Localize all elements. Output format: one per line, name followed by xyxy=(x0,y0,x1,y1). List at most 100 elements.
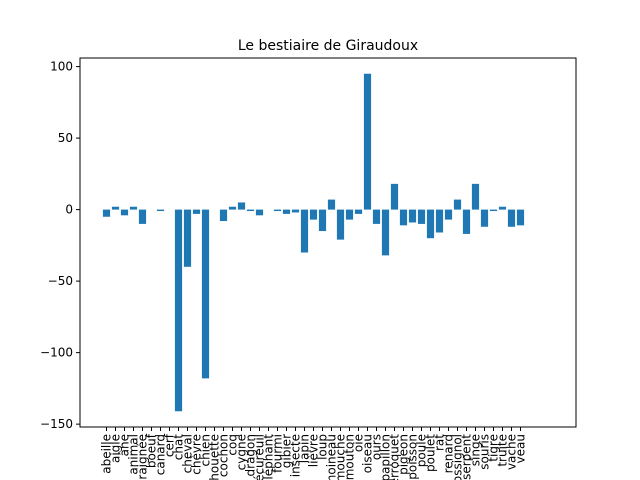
bar-tigre xyxy=(489,209,498,212)
x-tick-label-chien: chien xyxy=(199,434,213,467)
bar-animal xyxy=(129,206,138,210)
x-tick-label-singe: singe xyxy=(469,434,483,466)
bar-aigle xyxy=(111,206,120,210)
bar-loup xyxy=(318,209,327,232)
bar-poule xyxy=(417,209,426,224)
x-tick-label-coq: coq xyxy=(226,434,240,456)
bar-chèvre xyxy=(192,209,201,214)
x-tick-label-rossignol: rossignol xyxy=(451,434,465,480)
bar-canard xyxy=(156,209,165,212)
bar-âne xyxy=(120,209,129,216)
bar-lièvre xyxy=(309,209,318,220)
x-tick-label-moineau: moineau xyxy=(325,434,339,480)
x-tick-label-papillon: papillon xyxy=(379,434,393,480)
x-tick-label-dragon: dragon xyxy=(244,434,258,476)
x-tick-label-renard: renard xyxy=(442,434,456,473)
bar-araignée xyxy=(138,209,147,224)
x-tick-label-lapin: lapin xyxy=(298,434,312,463)
x-tick-label-ours: ours xyxy=(370,434,384,460)
bar-oiseau xyxy=(363,73,372,210)
x-tick-label-serpent: serpent xyxy=(460,434,474,480)
x-tick-label-boeuf: boeuf xyxy=(145,433,159,468)
bar-écureuil xyxy=(255,209,264,216)
x-tick-label-aigle: aigle xyxy=(109,434,123,463)
bar-poulet xyxy=(426,209,435,239)
bar-abeille xyxy=(102,209,111,217)
x-tick-label-tigre: tigre xyxy=(487,434,501,462)
y-tick-label: −50 xyxy=(48,274,73,288)
x-tick-label-écureuil: écureuil xyxy=(253,434,267,480)
bar-serpent xyxy=(462,209,471,234)
bars-group xyxy=(102,73,525,412)
x-tick-label-oie: oie xyxy=(352,434,366,452)
x-tick-label-canard: canard xyxy=(154,434,168,475)
x-tick-label-oiseau: oiseau xyxy=(361,434,375,473)
bar-dragon xyxy=(246,209,255,212)
bar-truite xyxy=(498,206,507,210)
x-tick-label-souris: souris xyxy=(478,434,492,470)
y-tick-label: −150 xyxy=(40,417,73,431)
x-tick-label-pigeon: pigeon xyxy=(397,434,411,475)
x-tick-label-perroquet: perroquet xyxy=(388,434,402,480)
bar-insecte xyxy=(291,209,300,213)
bar-singe xyxy=(471,183,480,210)
bar-poisson xyxy=(408,209,417,223)
bar-moineau xyxy=(327,199,336,210)
x-tick-label-insecte: insecte xyxy=(289,434,303,477)
bar-pigeon xyxy=(399,209,408,226)
bar-perroquet xyxy=(390,183,399,210)
x-axis: abeilleaigleâneanimalaraignéeboeufcanard… xyxy=(100,427,528,480)
chart-title: Le bestiaire de Giraudoux xyxy=(238,38,418,54)
bar-ours xyxy=(372,209,381,224)
bar-fourmi xyxy=(273,209,282,212)
x-tick-label-mouton: mouton xyxy=(343,434,357,480)
x-tick-label-gibier: gibier xyxy=(280,434,294,468)
x-tick-label-abeille: abeille xyxy=(100,434,114,474)
x-tick-label-cygne: cygne xyxy=(235,434,249,470)
x-tick-label-poule: poule xyxy=(415,434,429,467)
x-tick-label-vache: vache xyxy=(505,434,519,470)
x-tick-label-éléphant: éléphant xyxy=(262,434,276,480)
x-tick-label-chouette: chouette xyxy=(208,434,222,480)
y-axis: −150 −100 −50 0 50 100 xyxy=(40,60,80,431)
x-tick-label-truite: truite xyxy=(496,434,510,467)
bar-chien xyxy=(201,209,210,379)
bar-renard xyxy=(444,209,453,220)
bar-cochon xyxy=(219,209,228,222)
x-tick-label-poulet: poulet xyxy=(424,434,438,472)
x-tick-label-cheval: cheval xyxy=(181,434,195,473)
x-tick-label-araignée: araignée xyxy=(136,434,150,480)
bar-souris xyxy=(480,209,489,227)
x-tick-label-animal: animal xyxy=(127,434,141,475)
bar-cheval xyxy=(183,209,192,267)
bar-lapin xyxy=(300,209,309,253)
x-tick-label-cochon: cochon xyxy=(217,434,231,477)
bar-veau xyxy=(516,209,525,226)
bar-coq xyxy=(228,206,237,210)
x-tick-label-cerf: cerf xyxy=(163,433,177,457)
y-tick-label: 100 xyxy=(50,60,73,74)
bar-vache xyxy=(507,209,516,227)
bar-rossignol xyxy=(453,199,462,210)
x-tick-label-chèvre: chèvre xyxy=(190,434,204,475)
bar-cygne xyxy=(237,202,246,210)
bar-papillon xyxy=(381,209,390,256)
x-tick-label-fourmi: fourmi xyxy=(271,434,285,473)
x-tick-label-chat: chat xyxy=(172,434,186,461)
bar-mouche xyxy=(336,209,345,240)
plot-frame xyxy=(79,57,577,428)
x-tick-label-rat: rat xyxy=(433,434,447,451)
y-tick-label: 50 xyxy=(58,131,73,145)
x-tick-label-loup: loup xyxy=(316,434,330,460)
bar-gibier xyxy=(282,209,291,214)
bar-mouton xyxy=(345,209,354,220)
x-tick-label-poisson: poisson xyxy=(406,434,420,480)
x-tick-label-lièvre: lièvre xyxy=(307,434,321,467)
y-tick-label: 0 xyxy=(65,203,73,217)
x-tick-label-âne: âne xyxy=(118,434,132,456)
y-tick-label: −100 xyxy=(40,346,73,360)
bar-chat xyxy=(174,209,183,412)
x-tick-label-veau: veau xyxy=(514,434,528,463)
